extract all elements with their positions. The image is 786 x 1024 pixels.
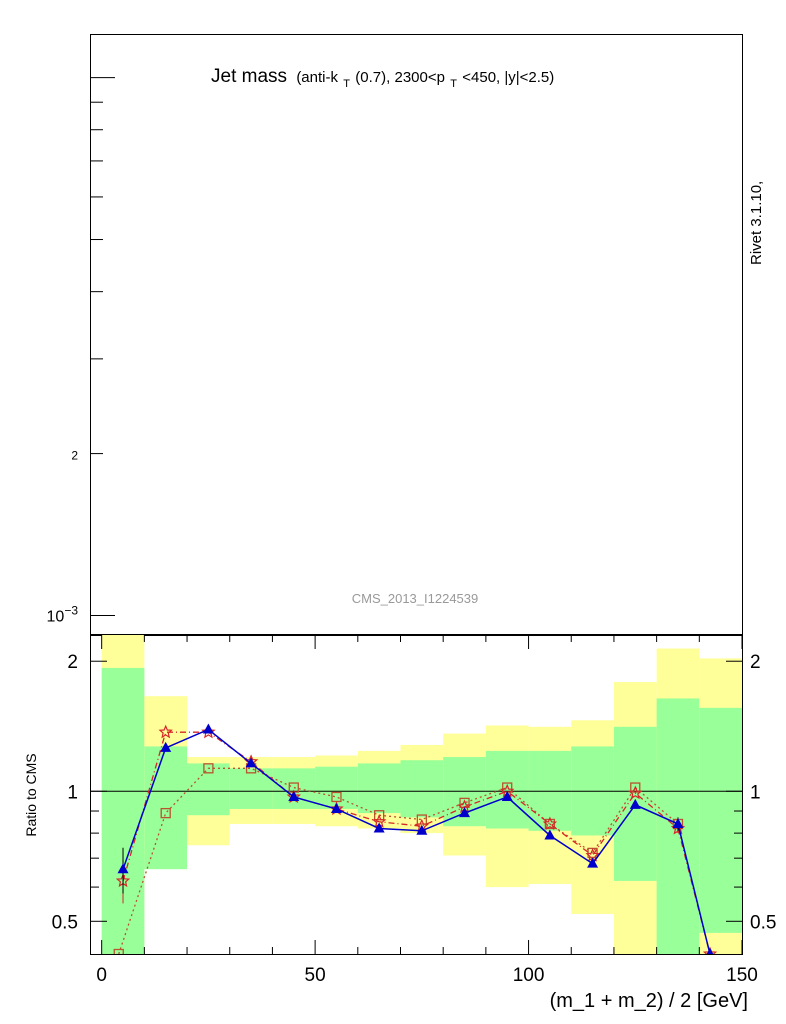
main-y-tick-label: 10−3: [47, 604, 79, 626]
x-tick-label: 0: [96, 965, 107, 986]
main-axes: 2 10−3: [47, 77, 115, 626]
y-tick-label-left: 0.5: [52, 912, 78, 933]
main-panel: Jet mass (anti-k T (0.7), 2300<p T <450,…: [47, 34, 765, 636]
series-marker-triangle: [629, 798, 641, 809]
series-marker-triangle: [501, 790, 513, 801]
ratio-bands: [91, 635, 742, 954]
series-marker-triangle: [245, 757, 257, 768]
series-marker-triangle: [160, 741, 172, 752]
side-label: Rivet 3.1.10,: [748, 181, 765, 265]
x-tick-label: 50: [305, 965, 326, 986]
main-y-tick-base: 10: [47, 609, 65, 626]
title-sub-mid: (0.7), 2300<p: [355, 69, 445, 86]
title-main: Jet mass: [211, 66, 287, 87]
series-marker-star: [542, 816, 558, 831]
title-sub-post: <450, |y|<2.5): [462, 69, 554, 86]
series-marker-triangle: [587, 857, 599, 868]
analysis-label: CMS_2013_I1224539: [352, 591, 479, 606]
y-tick-label-right: 1: [750, 782, 761, 803]
green-band-bin: [400, 760, 444, 818]
ratio-series: [113, 723, 718, 954]
ratio-axes: 0 50 100 150 0.5 0.5 1 1 2 2: [52, 635, 776, 986]
green-band-bin: [144, 746, 188, 870]
x-tick-label: 150: [726, 965, 758, 986]
green-band-bin: [485, 750, 529, 829]
series-marker-square: [416, 814, 427, 825]
ratio-panel: 0 50 100 150 0.5 0.5 1 1 2 2 Ratio to CMS (m_1 + …: [23, 634, 776, 1012]
x-tick-label: 100: [513, 965, 545, 986]
series-line: [118, 767, 679, 954]
series-marker-square: [630, 782, 641, 793]
ratio-panel-frame: [90, 634, 743, 955]
series-marker-square: [113, 948, 124, 954]
series-marker-star: [702, 946, 718, 954]
series-marker-triangle: [330, 802, 342, 813]
series-marker-triangle: [416, 824, 428, 835]
series-marker-triangle: [672, 817, 684, 828]
series-marker-triangle: [706, 948, 714, 954]
main-y-tick-exponent: −3: [64, 604, 78, 618]
series-marker-triangle: [459, 807, 471, 818]
green-band-bin: [357, 763, 401, 814]
series-marker-triangle: [373, 822, 385, 833]
series-marker-square: [203, 763, 214, 774]
title-sub-t2: T: [450, 78, 457, 90]
title-sub-t1: T: [343, 78, 350, 90]
y-tick-label-left: 2: [67, 652, 78, 673]
green-band-bin: [699, 707, 742, 933]
green-band-bin: [101, 667, 145, 954]
y-tick-label-right: 2: [750, 652, 761, 673]
series-marker-square: [160, 807, 171, 819]
ratio-ylabel: Ratio to CMS: [23, 753, 39, 836]
main-panel-frame: [90, 34, 743, 636]
series-marker-star: [628, 785, 643, 800]
green-band-bin: [187, 763, 230, 816]
series-marker-triangle: [117, 863, 129, 874]
series-marker-triangle: [202, 723, 214, 734]
main-y-tick-label: 2: [71, 449, 78, 463]
ratio-xlabel: (m_1 + m_2) / 2 [GeV]: [550, 990, 748, 1012]
series-marker-square: [373, 810, 385, 821]
green-band-bin: [272, 768, 316, 809]
series-marker-triangle: [288, 790, 300, 801]
series-marker-star: [158, 724, 173, 739]
series-marker-star: [201, 724, 216, 739]
series-marker-triangle: [544, 829, 556, 840]
title-sub-pre: (anti-k: [296, 69, 338, 86]
y-tick-label-left: 1: [67, 782, 78, 803]
y-tick-label-right: 0.5: [750, 912, 776, 933]
title-text: Jet mass (anti-k T (0.7), 2300<p T <450,…: [211, 66, 554, 92]
